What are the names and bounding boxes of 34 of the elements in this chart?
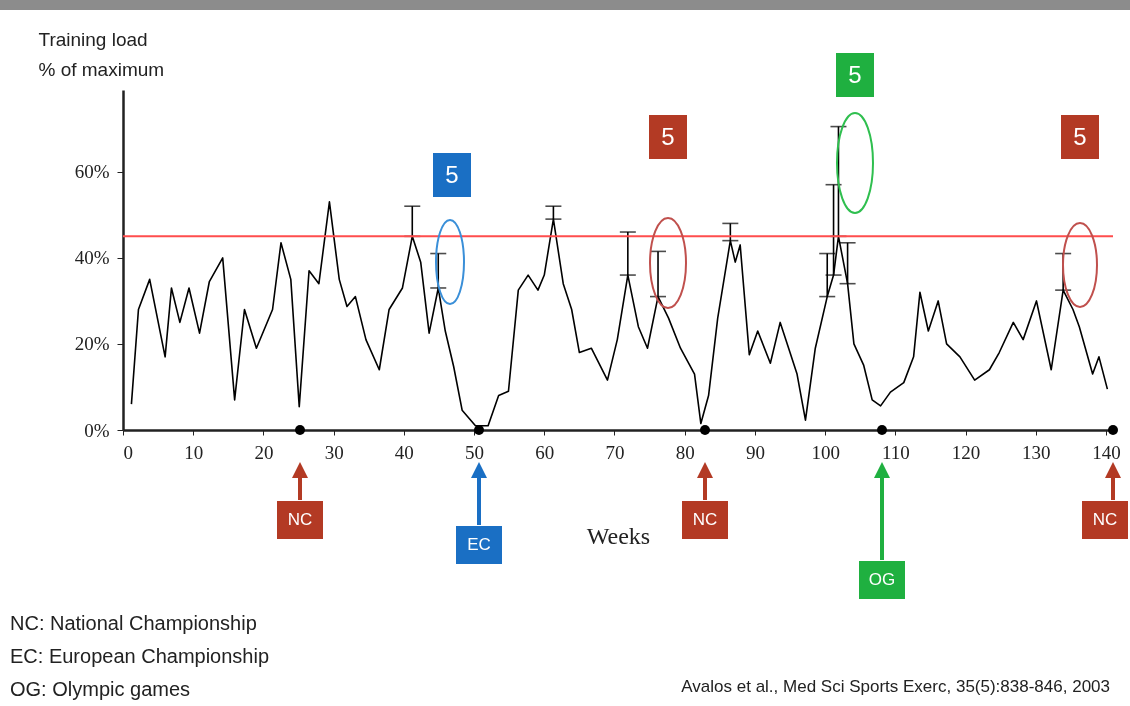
y-tick-label: 20% bbox=[74, 333, 110, 355]
x-tick-label: 90 bbox=[745, 441, 765, 463]
y-tick-label: 0% bbox=[84, 419, 110, 441]
x-tick-label: 30 bbox=[324, 441, 344, 463]
x-tick-label: 40 bbox=[394, 441, 414, 463]
text: NC bbox=[1082, 501, 1128, 539]
text: NC bbox=[682, 501, 728, 539]
y-axis-title: Training load % of maximum bbox=[38, 28, 165, 80]
annotation: 5 bbox=[433, 153, 471, 197]
text: Avalos et al., Med Sci Sports Exerc, 35(5):838-846, 2003 bbox=[681, 677, 1110, 697]
x-tick-label: 60 bbox=[535, 441, 555, 463]
annotation: 5 bbox=[1061, 115, 1099, 159]
text: EC: European Championship bbox=[10, 645, 270, 668]
text: 5 bbox=[836, 53, 874, 97]
x-tick-label: 70 bbox=[605, 441, 625, 463]
x-tick-label: 20 bbox=[254, 441, 274, 463]
x-tick-label: 100 bbox=[811, 441, 840, 463]
text: OG: Olympic games bbox=[10, 678, 191, 701]
x-tick-label: 120 bbox=[951, 441, 981, 463]
annotation: 5 bbox=[649, 115, 687, 159]
x-tick-label: 10 bbox=[184, 441, 204, 463]
x-tick-label: 110 bbox=[881, 441, 910, 463]
y-tick-label: 60% bbox=[74, 161, 110, 183]
x-tick-label: 130 bbox=[1022, 441, 1051, 463]
x-tick-label: 0 bbox=[123, 441, 133, 463]
text: OG bbox=[859, 561, 905, 599]
x-tick-label: 50 bbox=[465, 441, 485, 463]
text: NC: National Championship bbox=[10, 612, 257, 635]
x-tick-label: 80 bbox=[675, 441, 695, 463]
text: NC bbox=[277, 501, 323, 539]
x-tick-label: 140 bbox=[1092, 441, 1121, 463]
text: EC bbox=[456, 526, 502, 564]
x-axis-title: Weeks bbox=[586, 522, 651, 549]
y-tick-label: 40% bbox=[74, 247, 110, 269]
